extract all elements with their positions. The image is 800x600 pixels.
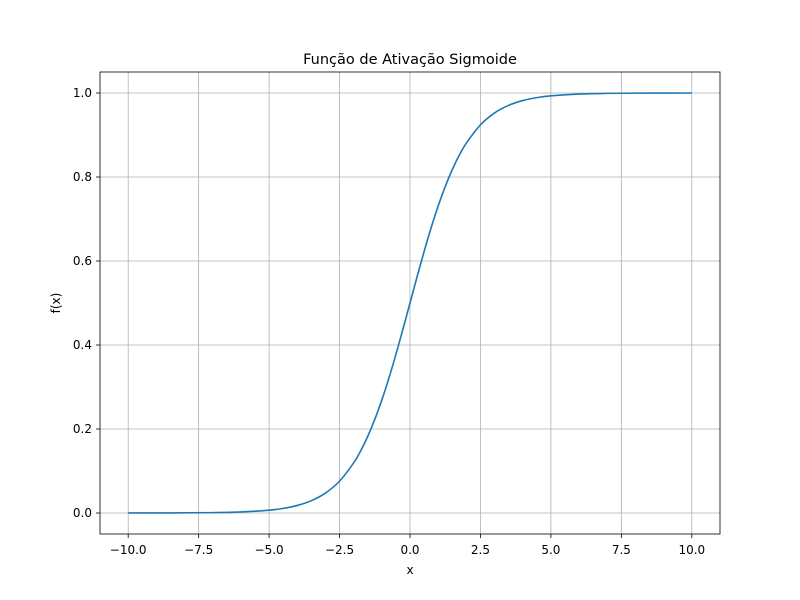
y-tick-label: 0.4 [73,338,92,352]
x-tick-label: 7.5 [612,543,631,557]
x-tick-label: 5.0 [541,543,560,557]
chart-title: Função de Ativação Sigmoide [303,52,517,68]
y-tick-label: 1.0 [73,86,92,100]
x-tick-label: −5.0 [255,543,284,557]
x-tick-label: 0.0 [400,543,419,557]
series-layer [128,92,692,514]
x-axis-label: x [406,563,413,577]
y-tick-label: 0.8 [73,170,92,184]
x-tick-label: −2.5 [325,543,354,557]
y-tick-label: 0.2 [73,422,92,436]
y-axis: 0.0 0.2 0.4 0.6 0.8 1.0 [73,86,100,520]
y-tick-label: 0.6 [73,254,92,268]
y-tick-label: 0.0 [73,506,92,520]
sigmoid-series-line [128,92,692,514]
y-axis-label: f(x) [49,293,63,314]
x-tick-label: 2.5 [471,543,490,557]
x-tick-label: −10.0 [110,543,147,557]
x-axis: −10.0 −7.5 −5.0 −2.5 0.0 2.5 5.0 7.5 10.0 [110,534,705,557]
x-tick-label: −7.5 [184,543,213,557]
x-tick-label: 10.0 [678,543,705,557]
